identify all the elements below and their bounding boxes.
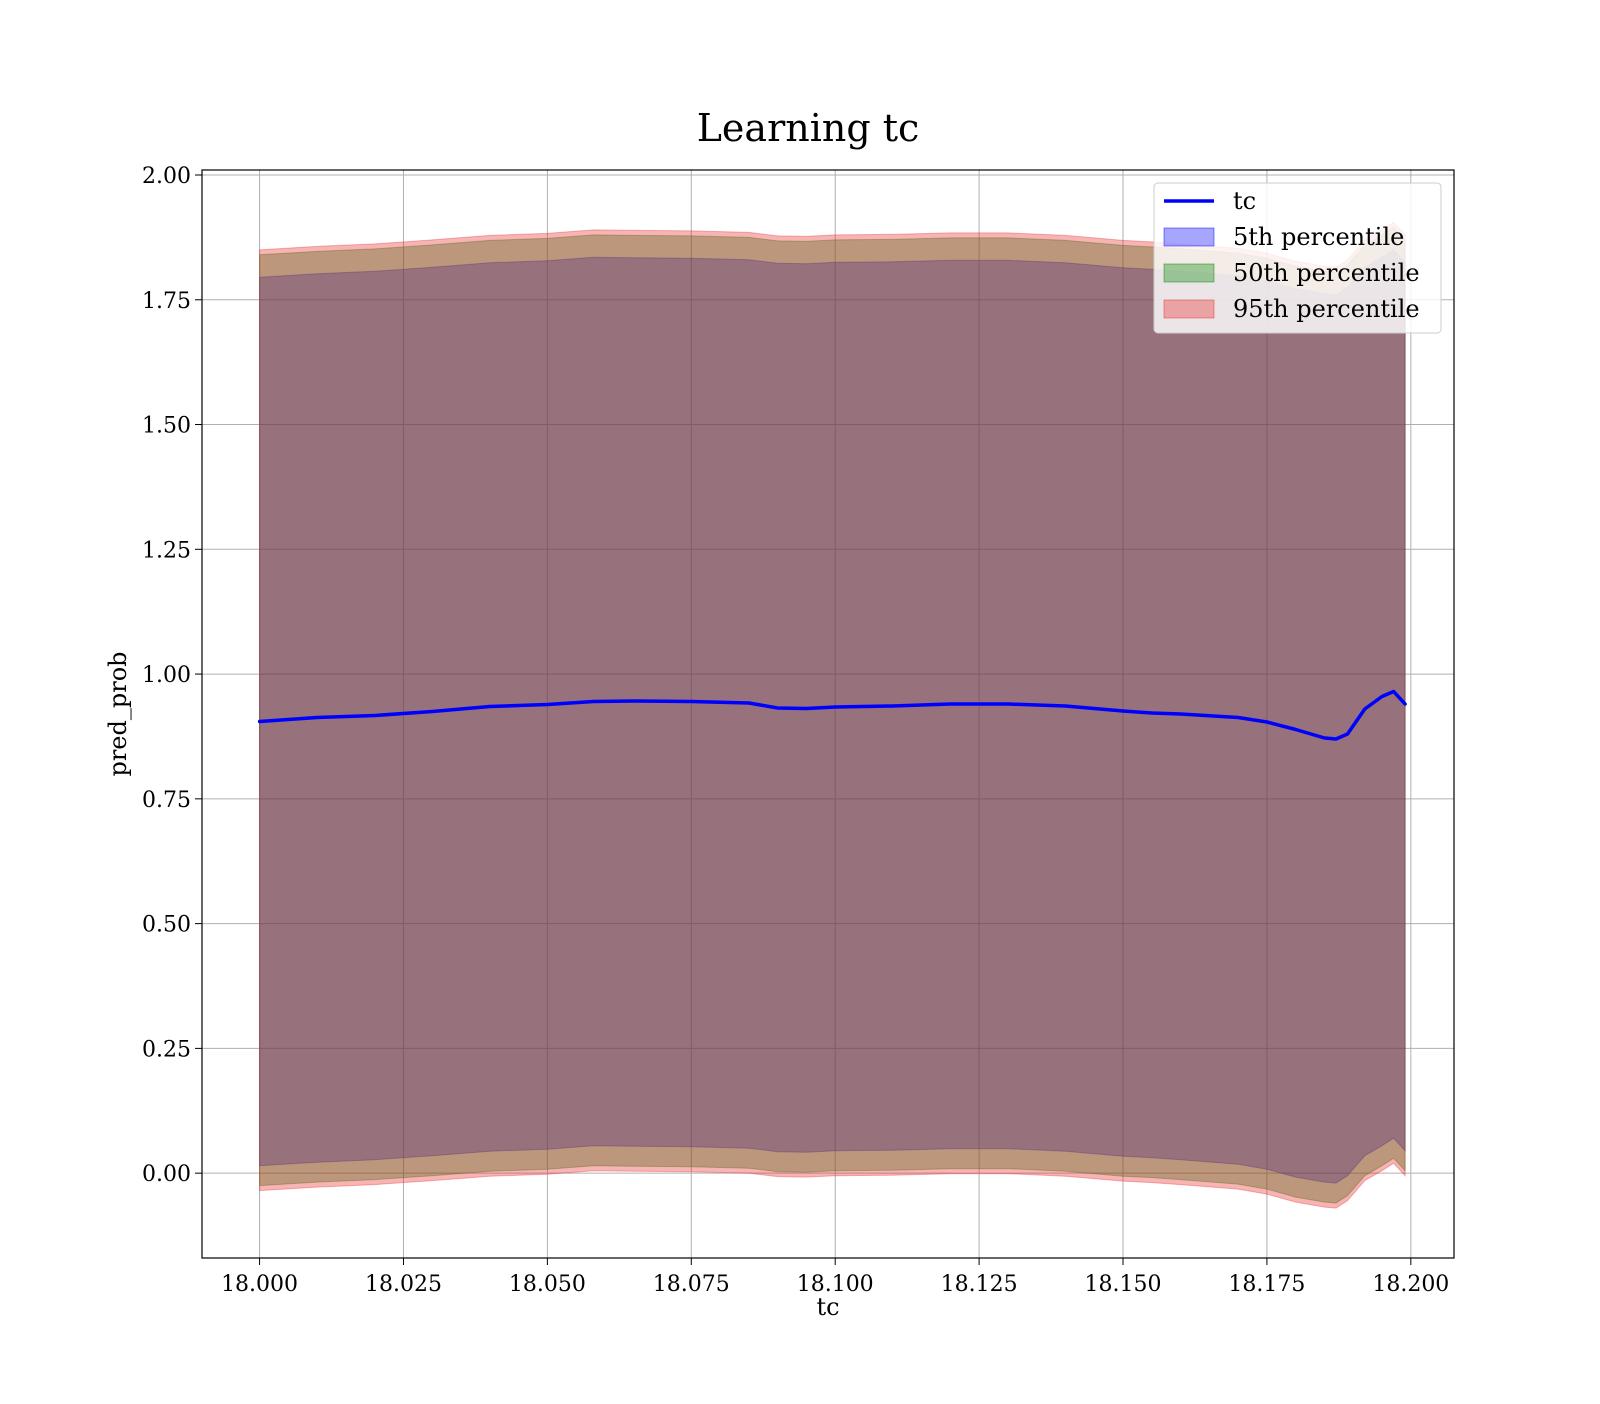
legend-label-50th-percentile: 50th percentile bbox=[1233, 259, 1420, 287]
x-tick-label: 18.100 bbox=[797, 1272, 874, 1297]
x-axis: 18.000 18.025 18.050 18.075 18.100 18.125 18.1… bbox=[221, 1258, 1449, 1297]
x-tick-label: 18.075 bbox=[653, 1272, 730, 1297]
x-tick-label: 18.025 bbox=[365, 1272, 442, 1297]
y-tick-label: 0.25 bbox=[142, 1037, 191, 1062]
x-tick-label: 18.000 bbox=[221, 1272, 298, 1297]
x-tick-label: 18.175 bbox=[1228, 1272, 1305, 1297]
y-tick-label: 1.50 bbox=[142, 414, 191, 439]
legend-swatch-95th-percentile bbox=[1163, 299, 1215, 319]
y-tick-label: 0.00 bbox=[142, 1162, 191, 1187]
y-tick-label: 1.75 bbox=[142, 289, 191, 314]
series-line-tc bbox=[257, 689, 1407, 741]
band-50th-percentile bbox=[259, 226, 1406, 1204]
plot-area bbox=[201, 169, 1455, 1259]
legend-label-tc: tc bbox=[1233, 187, 1256, 215]
x-tick-label: 18.050 bbox=[509, 1272, 586, 1297]
y-tick-label: 0.75 bbox=[142, 788, 191, 813]
y-tick-label: 1.00 bbox=[142, 663, 191, 688]
legend-label-5th-percentile: 5th percentile bbox=[1233, 223, 1404, 251]
y-axis: 0.00 0.25 0.50 0.75 1.00 1.25 1.50 1.75 2.00 bbox=[142, 164, 202, 1187]
legend-entries: tc 5th percentile 50th percentile 95th perc… bbox=[1163, 187, 1420, 323]
x-axis-label: tc bbox=[816, 1293, 839, 1321]
band-5th-percentile bbox=[259, 249, 1406, 1184]
x-tick-label: 18.150 bbox=[1085, 1272, 1162, 1297]
plot-frame bbox=[201, 169, 1455, 1259]
x-tick-label: 18.200 bbox=[1372, 1272, 1449, 1297]
x-tick-label: 18.125 bbox=[941, 1272, 1018, 1297]
y-axis-label: pred_prob bbox=[104, 651, 132, 776]
band-layer bbox=[259, 221, 1406, 1209]
band-95th-percentile bbox=[259, 221, 1406, 1209]
legend-label-95th-percentile: 95th percentile bbox=[1233, 295, 1420, 323]
legend: tc 5th percentile 50th percentile 95th perc… bbox=[1153, 182, 1442, 334]
legend-box bbox=[1153, 182, 1442, 334]
chart-title: Learning tc bbox=[697, 106, 920, 150]
y-tick-label: 2.00 bbox=[142, 164, 191, 189]
legend-swatch-50th-percentile bbox=[1163, 263, 1215, 283]
y-tick-label: 0.50 bbox=[142, 913, 191, 938]
legend-swatch-5th-percentile bbox=[1163, 227, 1215, 247]
y-tick-label: 1.25 bbox=[142, 538, 191, 563]
line-layer bbox=[257, 689, 1407, 741]
